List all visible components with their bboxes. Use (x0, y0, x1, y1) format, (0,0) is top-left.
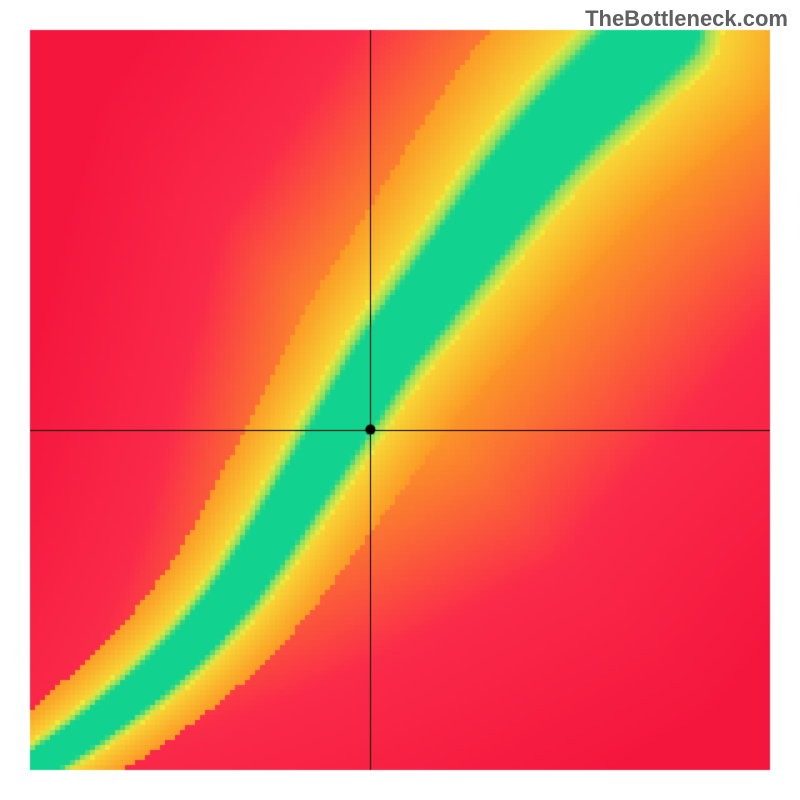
watermark-text: TheBottleneck.com (585, 6, 788, 32)
bottleneck-heatmap (0, 0, 800, 800)
